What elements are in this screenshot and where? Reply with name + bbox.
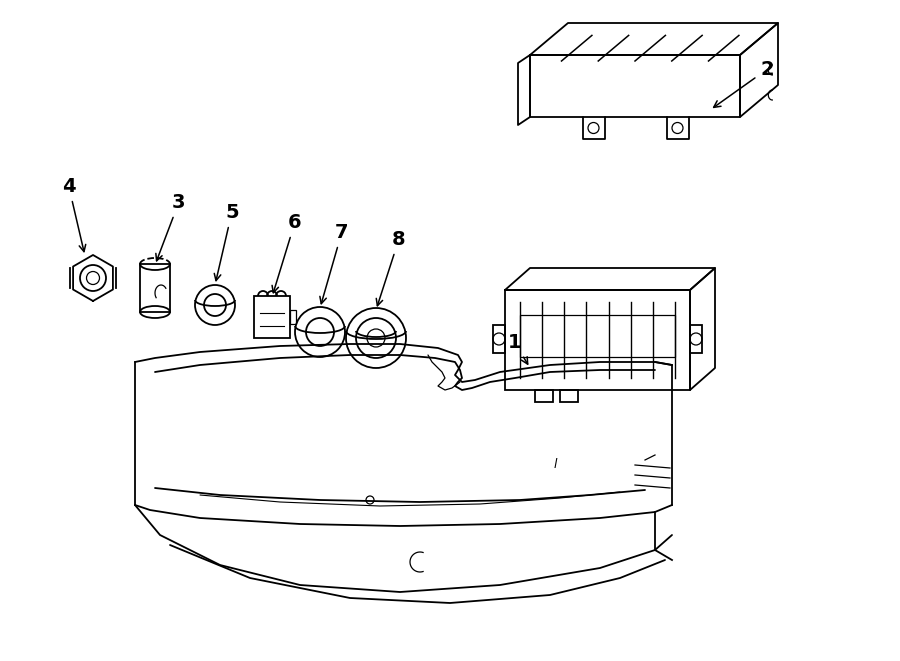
Bar bbox=[505, 290, 690, 390]
Bar bbox=[560, 390, 578, 402]
Text: 4: 4 bbox=[62, 177, 86, 252]
Text: 8: 8 bbox=[376, 230, 406, 306]
Text: 6: 6 bbox=[272, 213, 302, 293]
Bar bbox=[690, 325, 702, 353]
Text: 7: 7 bbox=[320, 223, 348, 303]
Text: 3: 3 bbox=[156, 193, 185, 261]
Bar bbox=[254, 296, 290, 338]
Text: 2: 2 bbox=[714, 60, 774, 107]
Text: l: l bbox=[554, 458, 557, 471]
Text: 1: 1 bbox=[508, 333, 527, 364]
Bar bbox=[520, 315, 675, 357]
Bar bbox=[140, 264, 170, 312]
Bar bbox=[493, 325, 505, 353]
Bar bbox=[290, 310, 296, 324]
Text: 5: 5 bbox=[214, 203, 238, 281]
Bar bbox=[535, 390, 553, 402]
